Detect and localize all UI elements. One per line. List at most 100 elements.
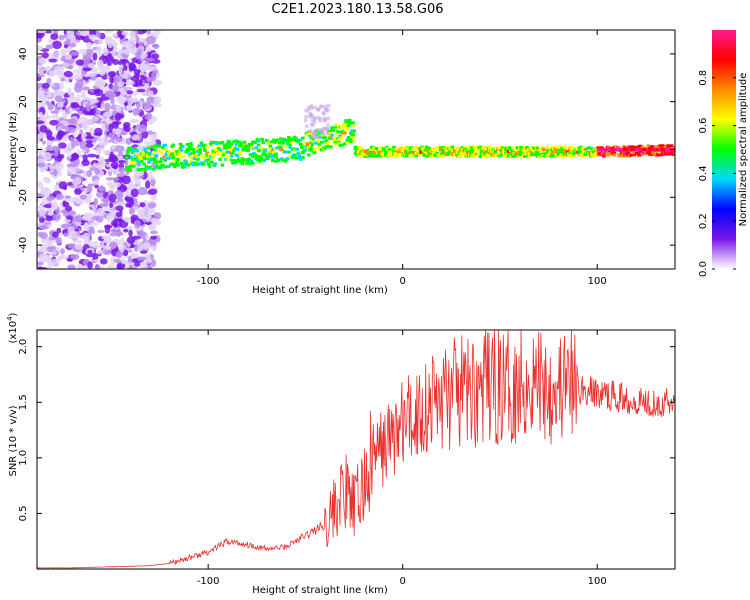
heatmap-cell: [351, 133, 355, 137]
heatmap-cell: [626, 150, 631, 154]
heatmap-cell: [205, 153, 210, 157]
heatmap-cell: [120, 89, 127, 96]
heatmap-cell: [182, 154, 186, 158]
heatmap-cell: [108, 71, 117, 78]
heatmap-cell: [95, 78, 105, 86]
heatmap-cell: [50, 202, 59, 210]
heatmap-cell: [304, 124, 309, 129]
heatmap-plot: -100 0 100 -40 -20 0 20 40 Height of straight li…: [8, 29, 676, 296]
heatmap-cell: [69, 253, 80, 260]
heatmap-cell: [482, 154, 486, 158]
heatmap-cell: [613, 148, 617, 152]
heatmap-cell: [254, 146, 259, 150]
heatmap-cell: [568, 150, 572, 154]
heatmap-cell: [329, 145, 333, 149]
heatmap-cell: [173, 163, 178, 167]
heatmap-cell: [203, 147, 207, 151]
heatmap-cell: [126, 90, 134, 95]
heatmap-cell: [468, 145, 472, 149]
heatmap-cell: [241, 147, 246, 151]
heatmap-cell: [657, 148, 661, 152]
heatmap-cell: [74, 243, 83, 250]
heatmap-cell: [286, 138, 290, 142]
heatmap-cell: [85, 41, 93, 49]
snr-plot: -100 0 100 0.5 1.0 1.5 2.0 Height of straight l…: [6, 312, 676, 596]
heatmap-cell: [60, 248, 65, 255]
snr-series-line: [37, 330, 675, 569]
heatmap-cell: [664, 148, 668, 152]
heatmap-cell: [301, 151, 305, 155]
heatmap-cell: [476, 153, 480, 157]
heatmap-cell: [86, 169, 93, 178]
heatmap-cell: [85, 135, 95, 140]
heatmap-cell: [58, 90, 63, 94]
heatmap-cell: [144, 258, 153, 264]
heatmap-cell: [636, 149, 640, 153]
heatmap-cell: [127, 97, 134, 105]
heatmap-cell: [512, 150, 516, 154]
heatmap-cell: [214, 148, 219, 152]
heatmap-cell: [486, 154, 491, 158]
heatmap-cell: [622, 149, 626, 153]
heatmap-cell: [143, 147, 148, 151]
heatmap-cell: [322, 118, 327, 123]
heatmap-cell: [91, 116, 99, 122]
heatmap-cell: [214, 141, 219, 145]
heatmap-cell: [335, 133, 339, 137]
heatmap-cell: [347, 118, 352, 122]
heatmap-cell: [197, 144, 201, 148]
heatmap-cell: [203, 148, 207, 152]
heatmap-cell: [114, 128, 122, 134]
heatmap-cell: [297, 155, 302, 159]
heatmap-cell: [602, 154, 606, 158]
heatmap-cell: [450, 145, 455, 149]
heatmap-cell: [81, 132, 88, 141]
heatmap-cell: [111, 33, 118, 38]
heatmap-cell: [503, 154, 507, 158]
heatmap-cell: [306, 107, 311, 112]
heatmap-cell: [347, 122, 352, 126]
heatmap-cell: [48, 58, 58, 63]
heatmap-cell: [129, 160, 134, 164]
heatmap-cell: [350, 129, 354, 133]
heatmap-cell: [150, 178, 156, 187]
heatmap-cell: [259, 155, 263, 159]
heatmap-cell: [351, 121, 355, 125]
heatmap-cell: [251, 154, 255, 158]
heatmap-cell: [347, 120, 352, 124]
heatmap-cell: [273, 146, 277, 150]
heatmap-cell: [445, 148, 450, 152]
heatmap-cell: [239, 159, 243, 163]
heatmap-cell: [221, 151, 226, 155]
heatmap-cell: [295, 147, 299, 151]
heatmap-cell: [352, 124, 357, 128]
heatmap-cell: [150, 244, 158, 252]
heatmap-cell: [149, 151, 153, 155]
heatmap-cell: [338, 134, 343, 138]
heatmap-cell: [186, 154, 191, 158]
heatmap-cell: [44, 30, 53, 34]
heatmap-cell: [286, 142, 290, 146]
heatmap-cell: [620, 148, 624, 152]
heatmap-cell: [337, 138, 341, 142]
heatmap-cell: [511, 154, 515, 158]
heatmap-cell: [69, 137, 75, 142]
heatmap-cell: [374, 154, 379, 158]
heatmap-cell: [44, 221, 51, 225]
heatmap-cell: [73, 166, 81, 172]
heatmap-cell: [52, 50, 60, 60]
heatmap-cell: [173, 152, 178, 156]
heatmap-cell: [216, 151, 220, 155]
heatmap-cell: [225, 155, 229, 159]
heatmap-cell: [478, 145, 483, 149]
heatmap-cell: [288, 143, 292, 147]
heatmap-cell: [342, 122, 346, 126]
heatmap-cell: [326, 134, 331, 138]
heatmap-cell: [353, 145, 358, 149]
heatmap-cell: [136, 181, 142, 188]
heatmap-cell: [287, 135, 291, 139]
heatmap-cell: [78, 228, 83, 232]
heatmap-cell: [91, 216, 99, 221]
heatmap-cell: [225, 150, 229, 154]
